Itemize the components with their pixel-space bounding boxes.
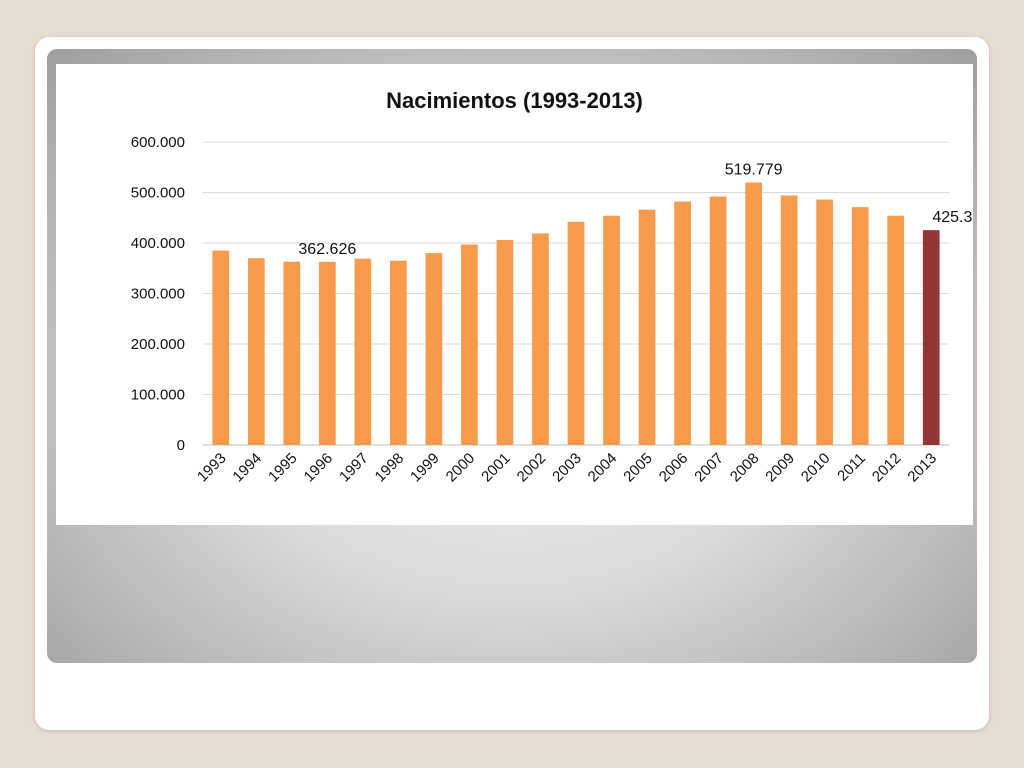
bar-chart: Nacimientos (1993-2013) 0 100.000 200.000 3… (56, 64, 973, 525)
y-tick-label: 100.000 (131, 387, 185, 404)
y-tick-label: 500.000 (131, 185, 185, 202)
bar-1994 (247, 258, 265, 445)
x-tick-label: 2011 (834, 450, 869, 485)
x-tick-label: 2001 (478, 450, 514, 486)
x-tick-label: 2008 (727, 450, 763, 486)
bar-2009 (780, 195, 798, 445)
x-tick-label: 2000 (443, 450, 479, 486)
x-tick-label: 2007 (691, 450, 727, 486)
bar-2002 (532, 233, 549, 445)
x-tick-label: 2012 (869, 450, 905, 486)
bar-2013 (922, 230, 940, 445)
x-tick-label: 2010 (798, 450, 834, 486)
x-tick-label: 1994 (229, 450, 265, 486)
x-tick-label: 1999 (407, 450, 443, 486)
x-tick-label: 1995 (265, 450, 301, 486)
x-tick-label: 2003 (549, 450, 585, 486)
bar-2011 (851, 207, 869, 445)
chart-title: Nacimientos (1993-2013) (386, 88, 643, 113)
x-tick-label: 2006 (656, 450, 692, 486)
x-tick-label: 2013 (904, 450, 940, 486)
x-tick-label: 2009 (762, 450, 798, 486)
y-tick-label: 400.000 (131, 235, 185, 252)
x-tick-label: 2005 (620, 450, 656, 486)
bar-2004 (603, 215, 620, 445)
bar-1996 (318, 261, 336, 445)
bar-2006 (674, 201, 691, 445)
bar-1997 (354, 258, 372, 445)
x-tick-label: 1996 (301, 450, 337, 486)
chart-canvas: 0 100.000 200.000 300.000 400.000 500.000 600.… (131, 134, 973, 486)
x-tick-label: 2002 (514, 450, 550, 486)
bar-2001 (496, 239, 514, 445)
data-label: 519.779 (725, 162, 783, 179)
x-tick-label: 2004 (585, 450, 621, 486)
bar-2012 (887, 215, 905, 445)
data-label: 362.626 (298, 241, 356, 258)
bar-2007 (709, 196, 727, 445)
bar-1993 (212, 250, 230, 445)
bar-2003 (567, 221, 585, 445)
bar-2005 (638, 209, 656, 445)
y-tick-label: 0 (177, 437, 185, 454)
x-tick-label: 1998 (372, 450, 408, 486)
y-tick-label: 600.000 (131, 134, 185, 151)
y-tick-label: 300.000 (131, 286, 185, 303)
bar-2008 (745, 182, 762, 445)
data-label: 425.390 (932, 209, 973, 226)
bar-2010 (816, 199, 834, 445)
bar-1995 (283, 261, 301, 445)
x-tick-label: 1993 (194, 450, 230, 486)
bar-1998 (390, 260, 407, 445)
x-tick-label: 1997 (336, 450, 372, 486)
y-tick-label: 200.000 (131, 336, 185, 353)
content-panel: Nacimientos (1993-2013) 0 100.000 200.000 3… (47, 49, 977, 663)
bar-1999 (425, 253, 443, 445)
slide: Nacimientos (1993-2013) 0 100.000 200.000 3… (35, 37, 989, 730)
bar-2000 (461, 244, 478, 445)
